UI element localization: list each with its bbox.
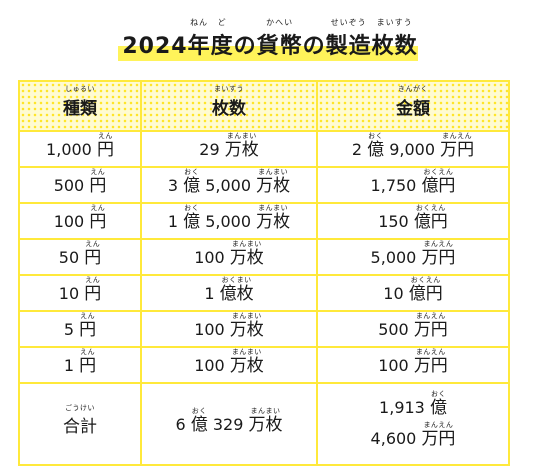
title-do: 度ど bbox=[210, 18, 234, 59]
title-year: 2024 bbox=[122, 34, 188, 59]
cell-amount: 10 億円 おくえん bbox=[316, 274, 510, 312]
amount-value: 500 万円 まんえん bbox=[378, 311, 448, 340]
title-kahei: 貨幣 かへい bbox=[256, 18, 303, 59]
cell-amount: 100 万円 まんえん bbox=[316, 346, 510, 384]
coin-production-table: 種類 しゅるい 枚数 まいすう 金額 きんがく 1,000 円えん 29 万枚 まんまい 2… bbox=[18, 80, 510, 466]
cell-type: 1 円えん bbox=[18, 346, 142, 384]
table-row: 100 円えん 1 億おく 5,000 万枚 まんまい 150 億円 おくえん bbox=[18, 202, 510, 240]
header-count: 枚数 まいすう bbox=[140, 80, 318, 132]
table-row: 50 円えん 100 万枚 まんまい 5,000 万円 まんえん bbox=[18, 238, 510, 276]
cell-amount: 150 億円 おくえん bbox=[316, 202, 510, 240]
cell-type: 50 円えん bbox=[18, 238, 142, 276]
title-nen: 年ねん bbox=[187, 18, 211, 59]
count-value: 1 億枚 おくまい bbox=[204, 275, 254, 304]
page-title: 2024年 ねん度どの貨幣 かへい の製造 せいぞう 枚数 まいすう bbox=[0, 18, 540, 60]
cell-count: 1 億おく 5,000 万枚 まんまい bbox=[140, 202, 318, 240]
cell-total-count: 6 億おく 329 万枚 まんまい bbox=[140, 382, 318, 466]
total-count-value: 6 億おく 329 万枚 まんまい bbox=[175, 406, 283, 435]
cell-count: 100 万枚 まんまい bbox=[140, 310, 318, 348]
count-value: 3 億おく 5,000 万枚 まんまい bbox=[167, 167, 291, 196]
cell-type: 500 円えん bbox=[18, 166, 142, 204]
title-no1: の bbox=[233, 34, 257, 59]
table-row: 1 円えん 100 万枚 まんまい 100 万円 まんえん bbox=[18, 346, 510, 384]
cell-type: 5 円えん bbox=[18, 310, 142, 348]
title-no2: の bbox=[302, 34, 326, 59]
cell-total-amount: 1,913 億おく 4,600 万円 まんえん bbox=[316, 382, 510, 466]
amount-value: 100 万円 まんえん bbox=[378, 347, 448, 376]
count-value: 100 万枚 まんまい bbox=[194, 311, 264, 340]
total-amount-line2: 4,600 万円 まんえん bbox=[370, 421, 456, 449]
cell-count: 29 万枚 まんまい bbox=[140, 130, 318, 168]
title-highlight-bar bbox=[118, 46, 418, 61]
count-value: 29 万枚 まんまい bbox=[199, 131, 259, 160]
cell-count: 100 万枚 まんまい bbox=[140, 346, 318, 384]
cell-amount: 1,750 億円 おくえん bbox=[316, 166, 510, 204]
total-amount-line1: 1,913 億おく bbox=[379, 390, 447, 418]
cell-count: 100 万枚 まんまい bbox=[140, 238, 318, 276]
total-row: 合計 ごうけい 6 億おく 329 万枚 まんまい 1,913 億おく 4,600 万円ま… bbox=[18, 382, 510, 466]
amount-value: 1,750 億円 おくえん bbox=[370, 167, 456, 196]
amount-value: 10 億円 おくえん bbox=[383, 275, 443, 304]
header-type: 種類 しゅるい bbox=[18, 80, 142, 132]
table-row: 1,000 円えん 29 万枚 まんまい 2 億おく 9,000 万円 まんえん bbox=[18, 130, 510, 168]
count-value: 100 万枚 まんまい bbox=[194, 347, 264, 376]
cell-type: 10 円えん bbox=[18, 274, 142, 312]
header-amount: 金額 きんがく bbox=[316, 80, 510, 132]
header-row: 種類 しゅるい 枚数 まいすう 金額 きんがく bbox=[18, 80, 510, 132]
amount-value: 2 億おく 9,000 万円 まんえん bbox=[351, 131, 475, 160]
count-value: 100 万枚 まんまい bbox=[194, 239, 264, 268]
amount-value: 5,000 万円 まんえん bbox=[370, 239, 456, 268]
cell-total-label: 合計 ごうけい bbox=[18, 382, 142, 466]
cell-amount: 5,000 万円 まんえん bbox=[316, 238, 510, 276]
cell-type: 1,000 円えん bbox=[18, 130, 142, 168]
cell-count: 1 億枚 おくまい bbox=[140, 274, 318, 312]
cell-type: 100 円えん bbox=[18, 202, 142, 240]
title-maisuu: 枚数 まいすう bbox=[371, 18, 418, 59]
count-value: 1 億おく 5,000 万枚 まんまい bbox=[167, 203, 291, 232]
table-row: 500 円えん 3 億おく 5,000 万枚 まんまい 1,750 億円 おくえん bbox=[18, 166, 510, 204]
cell-amount: 2 億おく 9,000 万円 まんえん bbox=[316, 130, 510, 168]
table-row: 10 円えん 1 億枚 おくまい 10 億円 おくえん bbox=[18, 274, 510, 312]
title-area: 2024年 ねん度どの貨幣 かへい の製造 せいぞう 枚数 まいすう bbox=[0, 0, 540, 72]
amount-value: 150 億円 おくえん bbox=[378, 203, 448, 232]
cell-amount: 500 万円 まんえん bbox=[316, 310, 510, 348]
cell-count: 3 億おく 5,000 万枚 まんまい bbox=[140, 166, 318, 204]
title-seizou: 製造 せいぞう bbox=[325, 18, 372, 59]
table-row: 5 円えん 100 万枚 まんまい 500 万円 まんえん bbox=[18, 310, 510, 348]
